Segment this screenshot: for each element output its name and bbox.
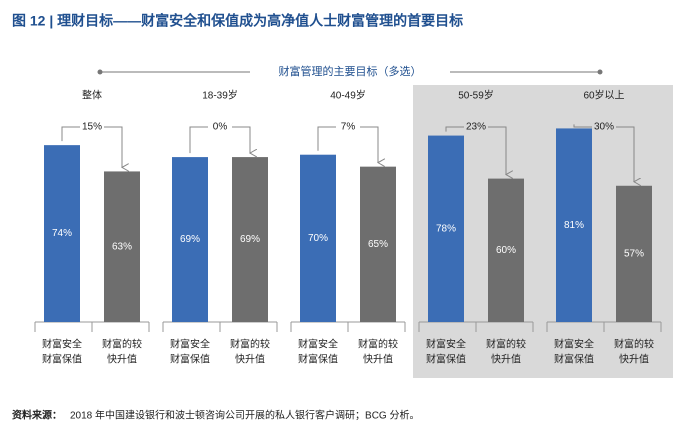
- chart-title: 图 12 | 理财目标——财富安全和保值成为高净值人士财富管理的首要目标: [12, 13, 463, 29]
- bar: [556, 128, 592, 322]
- group-label: 18-39岁: [202, 89, 238, 102]
- header-dot: [597, 69, 603, 75]
- difference-label: 30%: [594, 122, 614, 133]
- category-label: 快升值: [107, 353, 137, 366]
- category-label: 财富的较: [230, 338, 270, 351]
- value-label: 57%: [624, 249, 644, 260]
- annotation-bg: [80, 121, 104, 133]
- bar: [300, 154, 336, 322]
- category-label: 财富保值: [298, 353, 338, 366]
- group-label: 整体: [82, 89, 102, 102]
- group-label: 40-49岁: [330, 89, 366, 102]
- difference-label: 23%: [466, 122, 486, 133]
- source: 2018 年中国建设银行和波士顿咨询公司开展的私人银行客户调研；BCG 分析。: [70, 409, 419, 422]
- group-label: 60岁以上: [583, 89, 624, 102]
- value-label: 63%: [112, 241, 132, 252]
- category-label: 财富安全: [170, 338, 210, 351]
- category-label: 财富保值: [170, 353, 210, 366]
- category-label: 财富的较: [358, 338, 398, 351]
- header-dot: [97, 69, 103, 75]
- category-label: 财富安全: [554, 338, 594, 351]
- bar: [44, 145, 80, 322]
- group-label: 50-59岁: [458, 89, 494, 102]
- value-label: 81%: [564, 220, 584, 231]
- category-label: 财富的较: [486, 338, 526, 351]
- value-label: 70%: [308, 233, 328, 244]
- difference-label: 0%: [213, 122, 228, 133]
- bar: [616, 185, 652, 322]
- annotation-bg: [336, 121, 360, 133]
- bar: [172, 157, 208, 322]
- category-label: 快升值: [619, 353, 649, 366]
- annotation-bg: [464, 121, 488, 133]
- value-label: 74%: [52, 228, 72, 239]
- category-label: 快升值: [363, 353, 393, 366]
- subtitle: 财富管理的主要目标（多选）: [279, 64, 422, 78]
- value-label: 69%: [240, 234, 260, 245]
- bar: [428, 135, 464, 322]
- annotation-bg: [208, 121, 232, 133]
- value-label: 78%: [436, 223, 456, 234]
- category-label: 财富保值: [554, 353, 594, 366]
- category-label: 财富的较: [102, 338, 142, 351]
- value-label: 69%: [180, 234, 200, 245]
- bar: [232, 157, 268, 322]
- bar: [488, 178, 524, 322]
- category-label: 快升值: [235, 353, 265, 366]
- source-label: 资料来源：: [12, 409, 62, 422]
- category-label: 财富保值: [426, 353, 466, 366]
- category-label: 财富安全: [426, 338, 466, 351]
- category-label: 财富安全: [298, 338, 338, 351]
- difference-label: 7%: [341, 122, 356, 133]
- header-bg: [250, 63, 450, 81]
- bar: [104, 171, 140, 322]
- difference-label: 15%: [82, 122, 102, 133]
- category-label: 财富的较: [614, 338, 654, 351]
- annotation-bg: [592, 121, 616, 133]
- category-label: 财富安全: [42, 338, 82, 351]
- category-label: 财富保值: [42, 353, 82, 366]
- value-label: 60%: [496, 245, 516, 256]
- category-label: 快升值: [491, 353, 521, 366]
- value-label: 65%: [368, 239, 388, 250]
- bar: [360, 166, 396, 322]
